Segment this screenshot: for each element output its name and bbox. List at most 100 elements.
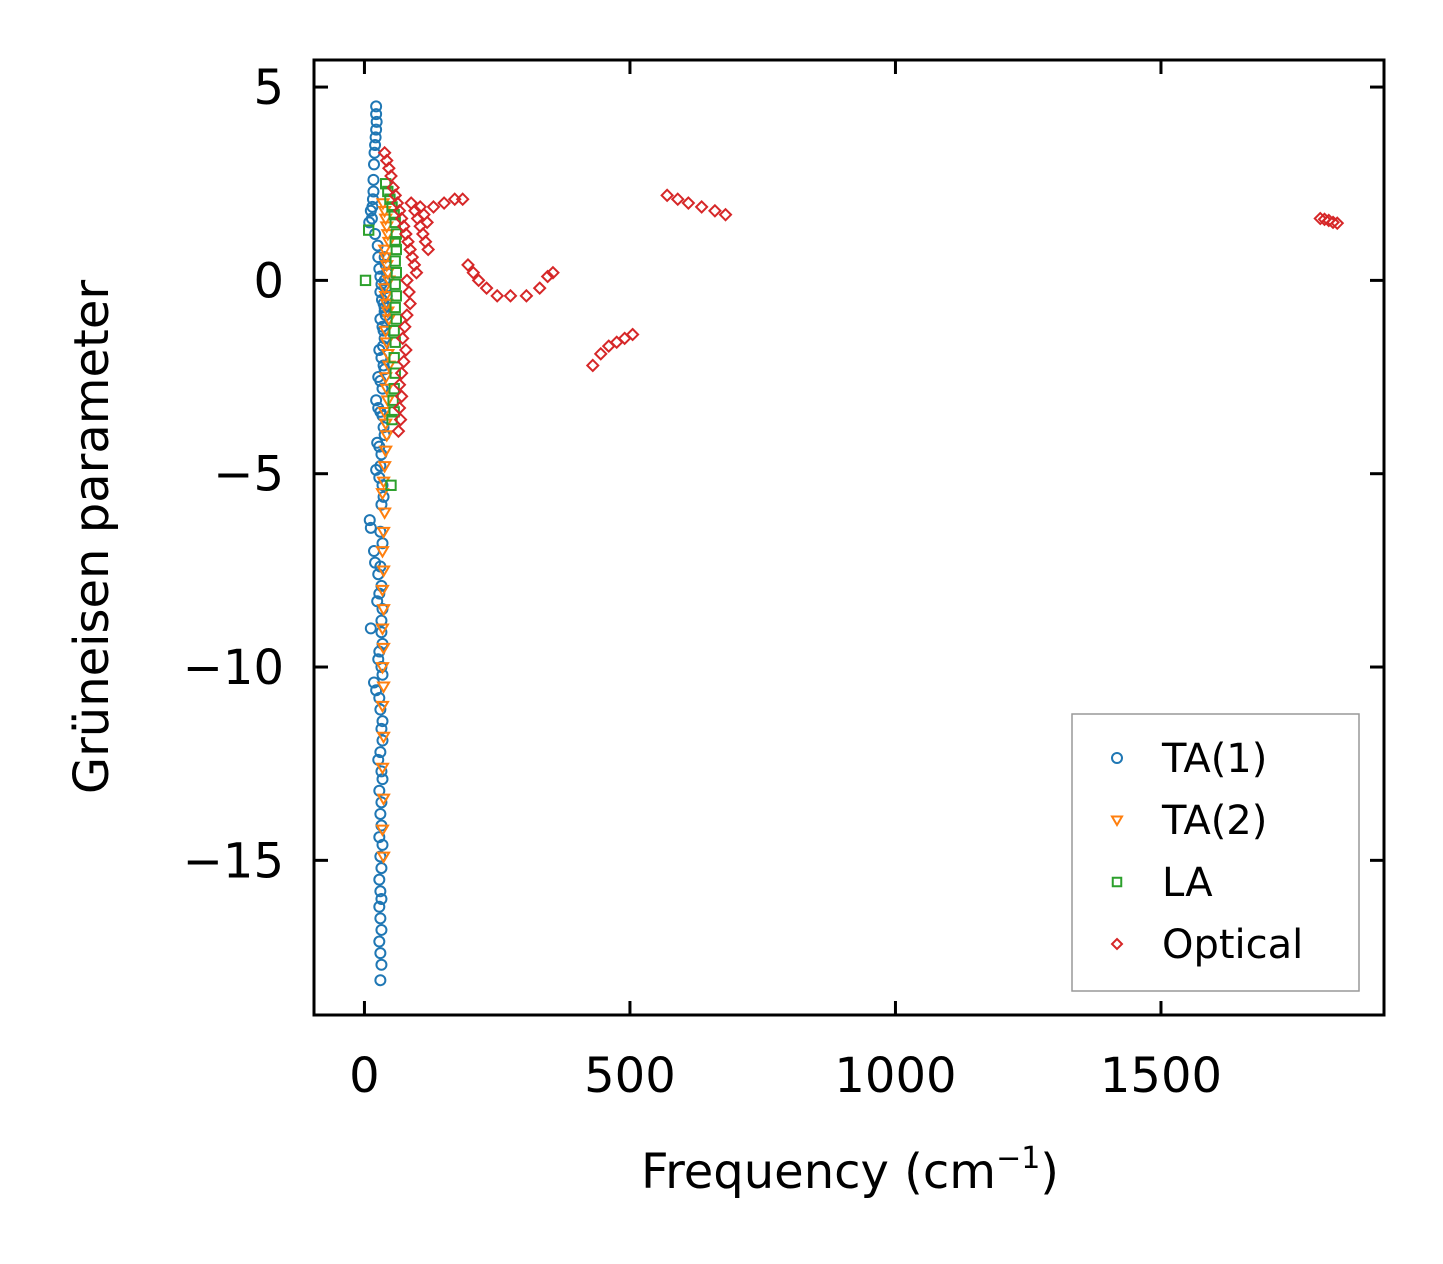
- data-point-ta-1: [374, 947, 387, 960]
- data-point-la: [390, 313, 402, 325]
- data-point-ta-1: [368, 158, 381, 171]
- data-point-la: [389, 236, 401, 248]
- data-point-ta-1: [377, 490, 390, 503]
- data-point-ta-1: [370, 108, 383, 121]
- data-point-ta-1: [375, 862, 388, 875]
- data-point-ta-1: [367, 173, 380, 186]
- data-point-optical: [540, 269, 555, 284]
- data-point-ta-1: [375, 614, 388, 627]
- data-point-la: [389, 255, 401, 267]
- data-point-optical: [519, 288, 534, 303]
- data-point-ta-1: [370, 463, 383, 476]
- data-point-optical: [396, 354, 411, 369]
- data-point-optical: [402, 285, 416, 299]
- data-point-ta-1: [373, 691, 386, 704]
- data-point-optical: [398, 343, 413, 357]
- data-point-optical: [393, 412, 408, 427]
- x-axis-label: Frequency (cm−1): [641, 1141, 1059, 1200]
- data-point-ta-2: [375, 623, 390, 636]
- data-point-ta-2: [378, 291, 393, 304]
- data-point-optical: [625, 327, 640, 342]
- x-tick-label: 0: [349, 1048, 380, 1104]
- data-point-ta-2: [377, 283, 392, 296]
- data-point-la: [359, 274, 372, 287]
- data-point-ta-1: [363, 514, 376, 527]
- data-point-ta-2: [375, 762, 390, 776]
- data-point-optical: [1317, 212, 1332, 227]
- data-point-optical: [400, 273, 414, 288]
- data-point-la: [389, 301, 401, 314]
- data-point-ta-1: [364, 622, 377, 635]
- data-point-optical: [461, 258, 475, 272]
- ticks-layer: 0 500 1000 1500 5 0 −5 −10 −15: [183, 60, 1384, 1104]
- data-point-ta-2: [380, 348, 396, 362]
- data-point-optical: [593, 346, 608, 361]
- y-tick-label: 0: [253, 253, 284, 309]
- data-point-optical: [585, 358, 600, 373]
- legend-label-ta-1: TA(1): [1161, 736, 1267, 782]
- data-point-ta-1: [374, 974, 387, 987]
- data-point-ta-2: [376, 565, 391, 578]
- data-point-optical: [532, 281, 547, 296]
- data-point-ta-1: [374, 850, 387, 863]
- data-point-optical: [391, 424, 406, 439]
- data-point-optical: [503, 288, 518, 303]
- data-point-optical: [437, 196, 452, 210]
- y-tick-label: −5: [213, 447, 284, 503]
- data-point-ta-2: [376, 642, 391, 656]
- data-point-ta-2: [375, 662, 390, 675]
- legend-marker-ta-1: [1111, 752, 1123, 764]
- legend-items: TA(1) TA(2) LA Optical: [1110, 736, 1303, 968]
- data-point-ta-2: [380, 267, 396, 281]
- data-point-ta-2: [376, 851, 391, 864]
- x-tick-label: 500: [584, 1048, 676, 1104]
- legend-marker-ta-2: [1110, 815, 1124, 827]
- data-point-optical: [394, 366, 409, 381]
- data-point-optical: [394, 389, 409, 404]
- data-point-ta-1: [373, 831, 386, 844]
- data-point-ta-1: [374, 746, 387, 759]
- data-point-ta-2: [381, 275, 397, 288]
- data-point-ta-1: [376, 734, 389, 747]
- data-point-optical: [479, 281, 494, 296]
- data-point-optical: [490, 288, 505, 303]
- data-point-ta-1: [377, 421, 390, 434]
- data-point-ta-2: [375, 584, 390, 598]
- data-point-ta-2: [378, 445, 393, 458]
- data-point-ta-1: [376, 479, 389, 492]
- data-point-optical: [471, 273, 486, 288]
- data-point-ta-2: [376, 526, 391, 540]
- data-point-ta-1: [370, 123, 383, 136]
- data-point-ta-2: [378, 372, 393, 385]
- x-tick-label: 1000: [834, 1048, 956, 1104]
- legend-label-optical: Optical: [1162, 922, 1303, 968]
- legend: TA(1) TA(2) LA Optical: [1071, 713, 1360, 992]
- data-point-ta-1: [373, 935, 386, 948]
- legend-marker-optical: [1110, 937, 1124, 951]
- data-point-optical: [400, 308, 414, 323]
- data-point-ta-1: [373, 900, 386, 913]
- data-point-ta-2: [379, 260, 394, 273]
- data-point-optical: [466, 265, 481, 280]
- data-point-optical: [392, 377, 407, 392]
- data-point-la: [387, 394, 399, 406]
- data-point-optical: [670, 192, 685, 207]
- data-point-ta-1: [376, 382, 389, 395]
- data-point-la: [363, 224, 375, 236]
- data-point-optical: [421, 242, 436, 257]
- data-point-ta-1: [376, 537, 389, 550]
- data-point-optical: [546, 265, 560, 280]
- data-point-ta-2: [375, 488, 390, 501]
- y-tick-label: 5: [253, 60, 284, 116]
- data-point-ta-2: [377, 507, 392, 520]
- data-point-ta-1: [369, 131, 382, 144]
- points-layer: [359, 100, 1345, 987]
- data-point-optical: [455, 192, 470, 207]
- data-point-ta-1: [375, 722, 388, 735]
- data-point-ta-2: [376, 793, 391, 806]
- data-point-ta-1: [374, 703, 387, 716]
- data-point-optical: [384, 169, 398, 183]
- data-point-ta-2: [379, 298, 394, 312]
- data-point-ta-1: [376, 838, 389, 851]
